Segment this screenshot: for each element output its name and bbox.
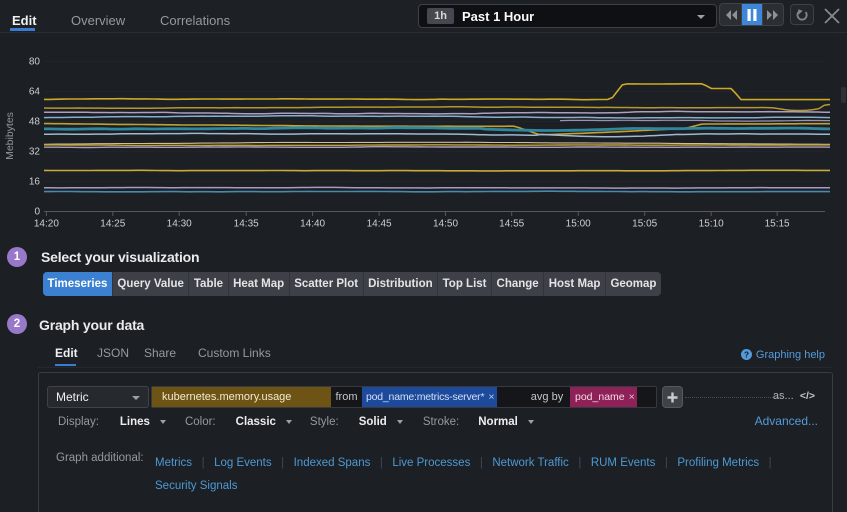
svg-text:15:00: 15:00 [566,219,591,230]
svg-text:14:55: 14:55 [499,219,524,230]
svg-text:15:05: 15:05 [632,219,657,230]
svg-text:14:20: 14:20 [34,219,59,230]
svg-text:Mebibytes: Mebibytes [4,112,16,160]
svg-text:14:25: 14:25 [100,219,125,230]
svg-text:15:10: 15:10 [699,219,724,230]
svg-text:14:45: 14:45 [367,219,392,230]
svg-text:64: 64 [29,87,41,98]
svg-text:48: 48 [29,117,41,128]
svg-text:32: 32 [29,147,41,158]
svg-text:80: 80 [29,57,41,68]
svg-text:16: 16 [29,177,41,188]
svg-text:14:50: 14:50 [433,219,458,230]
svg-text:14:30: 14:30 [167,219,192,230]
svg-text:0: 0 [34,207,40,218]
svg-text:15:15: 15:15 [765,219,790,230]
svg-text:14:40: 14:40 [300,219,325,230]
svg-text:14:35: 14:35 [234,219,259,230]
svg-text:?: ? [744,350,749,359]
